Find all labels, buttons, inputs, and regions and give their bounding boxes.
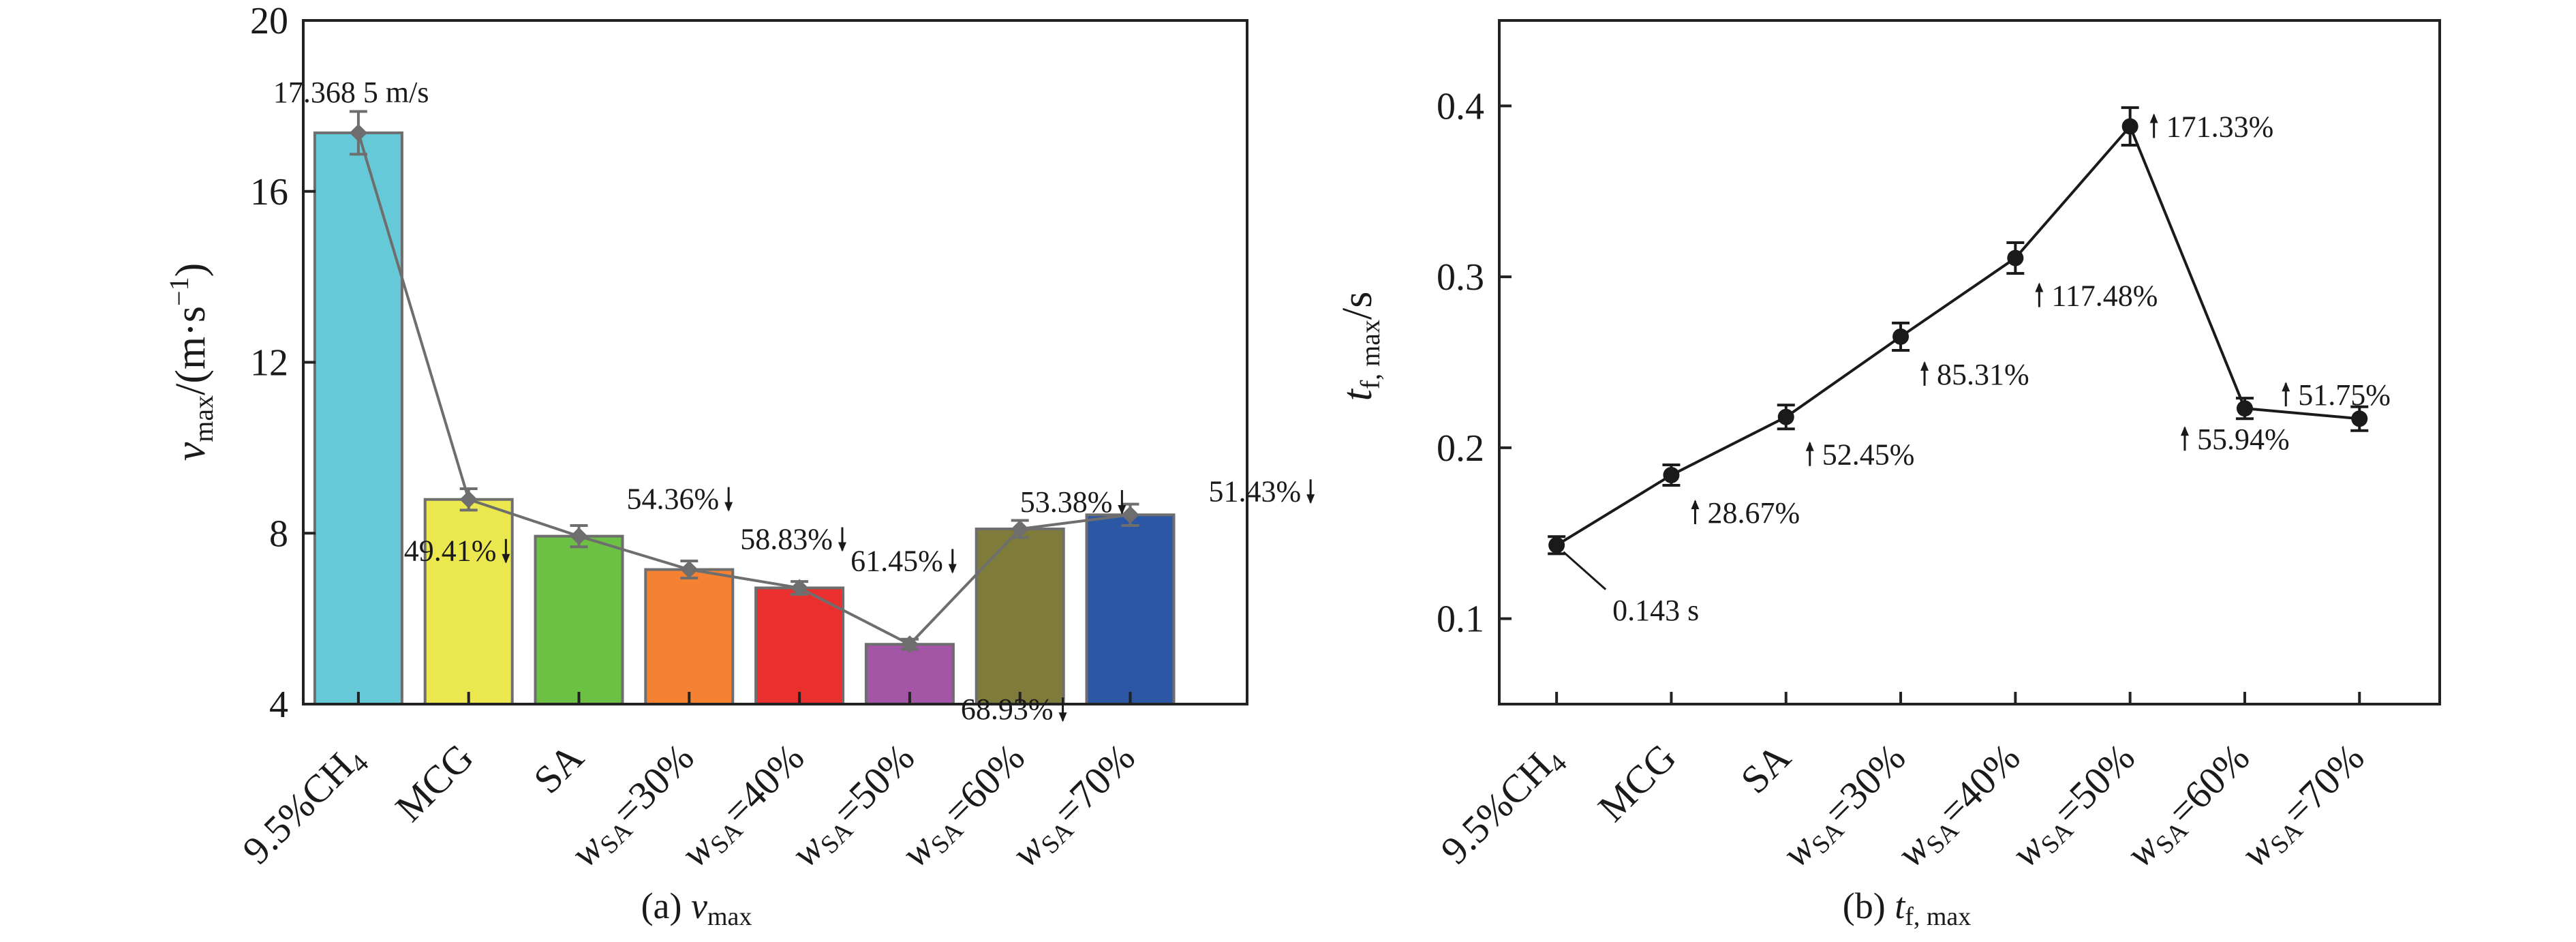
a-ytick-label-0: 4: [269, 684, 288, 726]
b-y-axis-label: tf, max/s: [1334, 292, 1385, 401]
b-arrow-5-head: [2149, 113, 2158, 123]
b-arrow-7-head: [2282, 382, 2290, 392]
a-category-label-6: wSA=60%: [893, 735, 1036, 878]
a-annotation-2: 54.36%: [627, 483, 720, 516]
b-arrow-1-head: [1691, 499, 1700, 509]
b-ytick-label-2: 0.3: [1437, 256, 1484, 299]
b-category-label-0: 9.5%CH4: [1432, 735, 1573, 875]
b-ytick-label-3: 0.4: [1437, 85, 1484, 127]
a-bar-2: [534, 534, 624, 705]
a-point-0: [349, 123, 367, 142]
a-y-axis-label: vmax/(m·s−1): [164, 263, 219, 461]
b-point-2: [1777, 408, 1794, 425]
a-annotation-7: 51.43%: [1209, 474, 1302, 508]
a-bar-7: [1085, 513, 1176, 705]
a-arrow-1-head: [502, 553, 510, 564]
a-bar-4: [754, 586, 845, 705]
b-category-label-2: SA: [1732, 735, 1799, 802]
b-category-label-1: MCG: [1589, 735, 1684, 830]
a-point-5: [900, 635, 919, 654]
a-category-label-4: wSA=40%: [672, 735, 815, 878]
a-arrow-5-head: [1058, 712, 1067, 723]
b-category-label-6: wSA=60%: [2117, 735, 2260, 878]
b-category-label-5: wSA=50%: [2003, 735, 2146, 878]
a-arrow-4-head: [948, 564, 957, 574]
b-annotation-7: 51.75%: [2298, 378, 2391, 412]
a-category-label-7: wSA=70%: [1003, 735, 1146, 878]
b-arrow-3-head: [1920, 361, 1929, 371]
b-arrow-6-head: [2180, 426, 2189, 436]
b-arrow-4-head: [2035, 282, 2044, 292]
a-point-7: [1121, 506, 1139, 524]
b-category-label-4: wSA=40%: [1888, 735, 2031, 878]
a-bar-1: [423, 498, 514, 705]
a-point-4: [791, 579, 809, 597]
chart-b-max-flame-time: 0.1 0.2 0.3 0.4 0.143 s 28.67% 52.45% 85.31% 117…: [1334, 19, 2441, 931]
a-arrow-7-head: [1306, 494, 1315, 504]
a-point-6: [1011, 519, 1029, 538]
a-series-line: [356, 132, 1131, 646]
b-annotation-6: 55.94%: [2197, 423, 2290, 456]
a-point-3: [680, 560, 699, 579]
a-annotation-3: 58.83%: [740, 523, 833, 556]
b-arrow-2-head: [1805, 441, 1814, 451]
a-point-1: [459, 490, 478, 508]
b-point-4: [2007, 249, 2024, 267]
b-category-label-3: wSA=30%: [1773, 735, 1916, 878]
a-point-2: [570, 527, 588, 545]
a-category-label-5: wSA=50%: [782, 735, 925, 878]
chart-a-max-velocity: 4 8 12 16 20 17.368 5 m/s 49.41% 54.36% 58.83% 61…: [164, 0, 1315, 931]
b-plot-frame: [1498, 19, 2441, 705]
b-point-3: [1892, 328, 1910, 345]
b-annotation-5: 171.33%: [2166, 110, 2274, 143]
a-arrow-6-head: [1118, 504, 1126, 515]
a-annotation-5: 68.93%: [961, 693, 1054, 726]
b-ytick-label-0: 0.1: [1437, 598, 1484, 641]
b-point-7: [2351, 410, 2368, 427]
b-ann-leader-0: [1563, 551, 1607, 590]
a-bar-0: [313, 131, 403, 706]
a-annotation-1: 49.41%: [404, 534, 497, 568]
b-point-5: [2121, 118, 2138, 135]
b-series-line: [1556, 123, 2360, 547]
a-category-label-0: 9.5%CH4: [234, 735, 374, 875]
b-annotation-1: 28.67%: [1707, 496, 1800, 530]
a-bar-6: [975, 527, 1065, 705]
a-ytick-label-4: 20: [250, 0, 288, 42]
b-ytick-label-1: 0.2: [1437, 427, 1484, 470]
b-caption: (b) tf, max: [1843, 885, 1972, 931]
b-annotation-2: 52.45%: [1822, 438, 1915, 472]
a-ytick-label-1: 8: [269, 513, 288, 555]
b-annotation-0: 0.143 s: [1612, 594, 1699, 627]
a-category-label-1: MCG: [386, 735, 481, 830]
b-point-1: [1663, 466, 1680, 483]
a-annotation-0: 17.368 5 m/s: [273, 76, 429, 109]
b-annotation-4: 117.48%: [2051, 279, 2158, 313]
a-bar-3: [644, 568, 735, 705]
a-arrow-2-head: [724, 502, 733, 512]
a-annotation-4: 61.45%: [850, 544, 943, 577]
a-arrow-3-head: [838, 542, 846, 552]
a-category-label-3: wSA=30%: [562, 735, 705, 878]
b-point-6: [2236, 400, 2253, 417]
a-category-label-2: SA: [525, 735, 592, 802]
b-annotation-3: 85.31%: [1937, 358, 2029, 391]
a-ytick-label-2: 12: [250, 342, 288, 384]
b-category-label-7: wSA=70%: [2232, 735, 2375, 878]
a-ytick-label-3: 16: [250, 171, 288, 213]
a-caption: (a) vmax: [641, 885, 752, 931]
a-annotation-6: 53.38%: [1020, 485, 1113, 519]
b-point-0: [1548, 536, 1565, 553]
